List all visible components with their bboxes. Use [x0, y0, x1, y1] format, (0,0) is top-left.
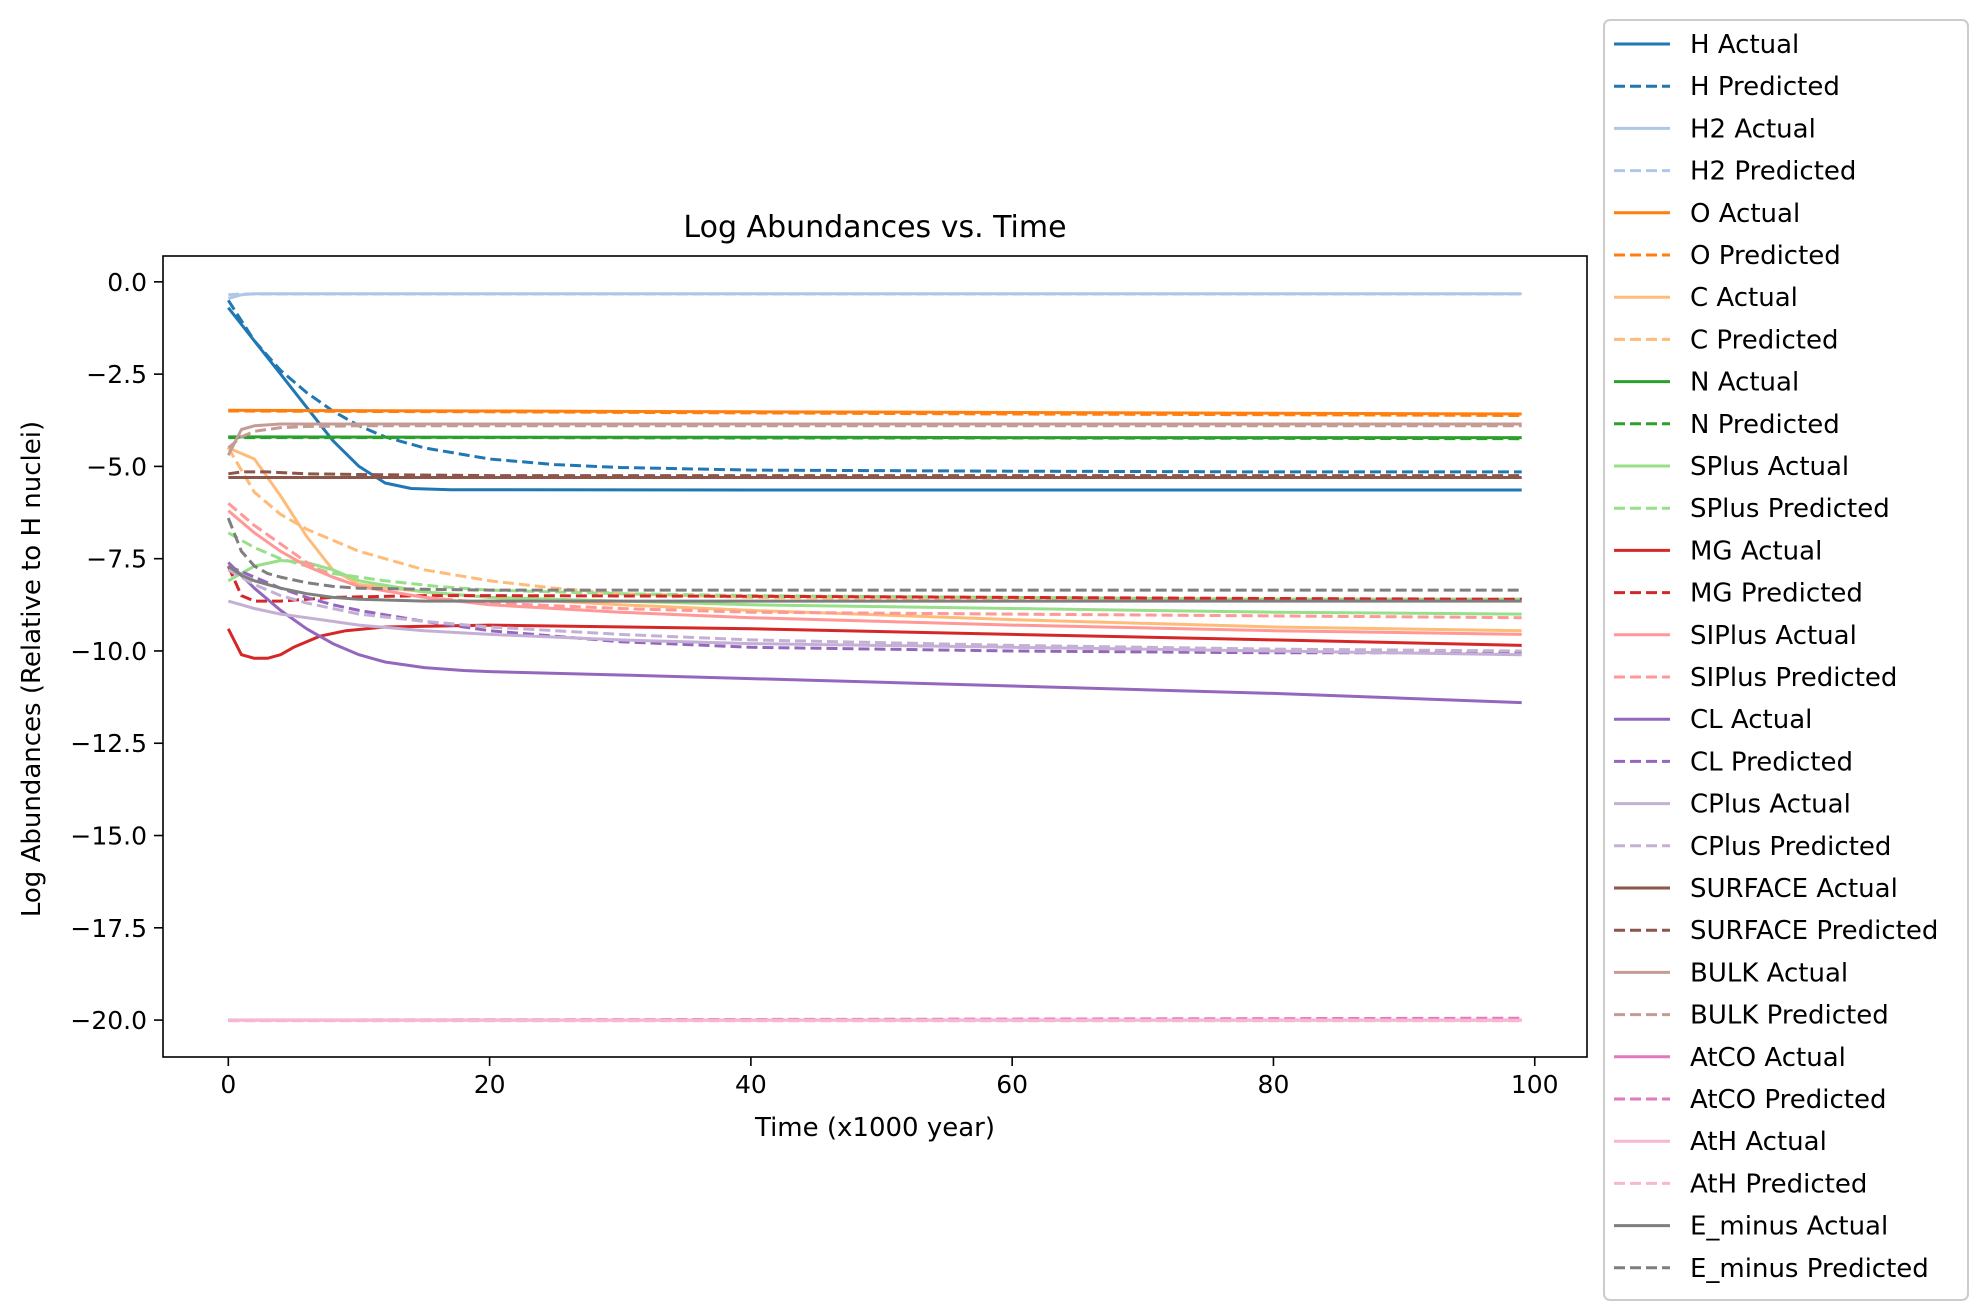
legend-label: SURFACE Actual: [1690, 874, 1898, 904]
legend-label: CPlus Predicted: [1690, 832, 1891, 862]
legend-label: CL Predicted: [1690, 747, 1853, 777]
series-line-o-predicted: [228, 409, 1522, 417]
series-line-siplus-predicted: [227, 502, 1522, 620]
series-line-cplus-predicted: [227, 568, 1522, 653]
x-tick-label: 100: [1511, 1070, 1559, 1099]
series-line-splus-predicted: [227, 531, 1522, 601]
y-tick-label: −15.0: [70, 822, 147, 851]
legend-label: BULK Actual: [1690, 958, 1848, 988]
legend-label: H Predicted: [1690, 72, 1840, 102]
legend-label: H Actual: [1690, 30, 1799, 60]
series-line-h2-predicted: [228, 292, 1522, 297]
legend-label: AtCO Actual: [1690, 1043, 1846, 1073]
series-line-bulk-actual: [226, 422, 1522, 456]
series-line-siplus-actual: [227, 509, 1522, 636]
series-line-e-minus-predicted: [226, 517, 1522, 592]
x-tick-label: 80: [1258, 1070, 1290, 1099]
x-tick-label: 0: [220, 1070, 236, 1099]
series-line-mg-actual: [226, 623, 1522, 660]
y-tick-label: −12.5: [70, 729, 147, 758]
y-tick-label: 0.0: [107, 268, 147, 297]
plot-lines: [226, 292, 1522, 1023]
legend-label: H2 Predicted: [1690, 157, 1856, 187]
y-tick-label: −2.5: [86, 360, 147, 389]
legend-label: E_minus Predicted: [1690, 1254, 1929, 1284]
legend-label: AtH Predicted: [1690, 1169, 1867, 1199]
y-axis-label: Log Abundances (Relative to H nuclei): [17, 421, 47, 917]
legend-label: SPlus Actual: [1690, 452, 1849, 482]
legend-label: MG Actual: [1690, 536, 1822, 566]
series-line-c-predicted: [227, 447, 1522, 601]
legend-label: H2 Actual: [1690, 114, 1816, 144]
series-line-splus-actual: [227, 559, 1522, 616]
legend-label: SIPlus Predicted: [1690, 663, 1897, 693]
series-line-mg-predicted: [226, 565, 1522, 603]
series-line-n-predicted: [228, 436, 1522, 441]
x-tick-label: 60: [996, 1070, 1028, 1099]
y-tick-label: −5.0: [86, 452, 147, 481]
series-line-cplus-actual: [227, 599, 1522, 657]
legend-label: CL Actual: [1690, 705, 1812, 735]
series-line-h-actual: [227, 306, 1522, 492]
legend-label: E_minus Actual: [1690, 1212, 1888, 1242]
legend-label: N Actual: [1690, 368, 1799, 398]
legend-label: SIPlus Actual: [1690, 621, 1857, 651]
legend: H Actual H Predicted H2 Actual H2 Predicted…: [1603, 19, 1969, 1301]
x-tick-label: 40: [735, 1070, 767, 1099]
chart-title: Log Abundances vs. Time: [683, 210, 1066, 245]
legend-label: O Predicted: [1690, 241, 1841, 271]
x-axis-ticks: 0 20 40 60 80 100: [220, 1057, 1559, 1099]
y-axis-ticks: 0.0 −2.5 −5.0 −7.5 −10.0 −12.5 −15.0 −17.5 −20.0: [70, 268, 163, 1035]
legend-label: SPlus Predicted: [1690, 494, 1890, 524]
legend-label: AtCO Predicted: [1690, 1085, 1886, 1115]
y-tick-label: −20.0: [70, 1006, 147, 1035]
legend-label: AtH Actual: [1690, 1127, 1827, 1157]
legend-box: [1603, 19, 1969, 1301]
y-tick-label: −7.5: [86, 545, 147, 574]
legend-label: CPlus Actual: [1690, 790, 1851, 820]
legend-label: MG Predicted: [1690, 579, 1863, 609]
x-tick-label: 20: [474, 1070, 506, 1099]
series-line-surface-predicted: [228, 470, 1522, 478]
legend-label: BULK Predicted: [1690, 1001, 1889, 1031]
legend-label: SURFACE Predicted: [1690, 916, 1938, 946]
legend-label: C Predicted: [1690, 325, 1838, 355]
y-tick-label: −17.5: [70, 914, 147, 943]
series-line-h-predicted: [227, 299, 1522, 474]
legend-label: O Actual: [1690, 199, 1800, 229]
plot-area-frame: [162, 255, 1588, 1058]
legend-label: C Actual: [1690, 283, 1798, 313]
x-axis-label: Time (x1000 year): [754, 1113, 995, 1143]
series-line-bulk-predicted: [227, 424, 1522, 450]
legend-label: N Predicted: [1690, 410, 1840, 440]
y-tick-label: −10.0: [70, 637, 147, 666]
series-line-e-minus-actual: [227, 564, 1522, 603]
